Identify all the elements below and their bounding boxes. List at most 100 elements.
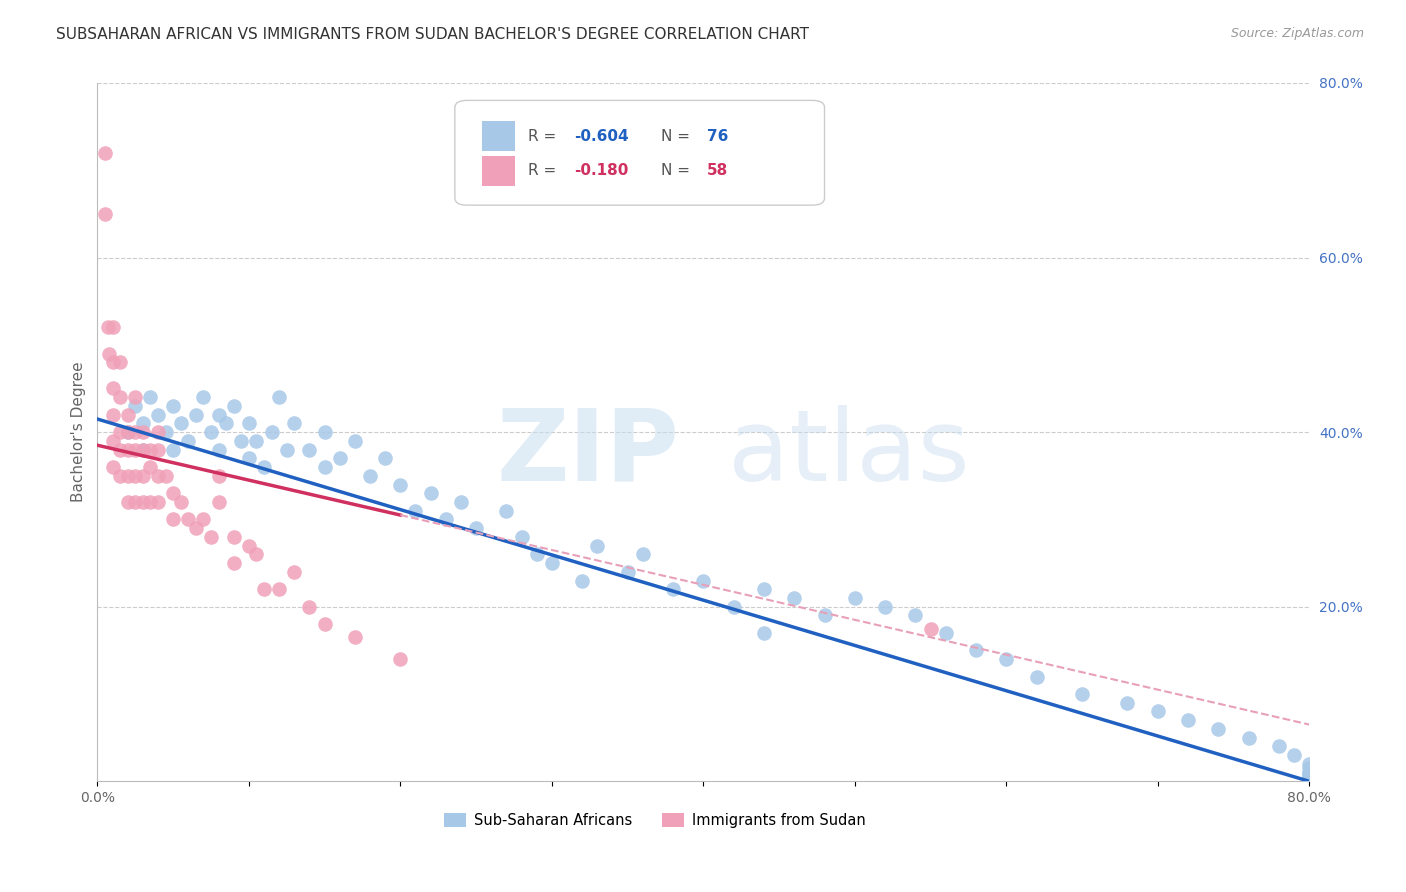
- Point: [1298, 770, 1320, 784]
- Point: [184, 408, 207, 422]
- Point: [139, 495, 162, 509]
- Point: [238, 417, 260, 431]
- Point: [94, 145, 117, 160]
- Point: [1071, 687, 1094, 701]
- Point: [97, 320, 120, 334]
- Point: [124, 425, 146, 439]
- Point: [155, 468, 177, 483]
- FancyBboxPatch shape: [481, 156, 516, 186]
- Point: [231, 434, 253, 448]
- Point: [117, 425, 139, 439]
- Point: [965, 643, 987, 657]
- Point: [359, 468, 381, 483]
- Point: [752, 626, 775, 640]
- Text: R =: R =: [527, 128, 561, 144]
- Point: [1268, 739, 1291, 754]
- Point: [1298, 761, 1320, 775]
- Point: [314, 617, 336, 632]
- Point: [124, 442, 146, 457]
- Point: [162, 399, 184, 413]
- Point: [343, 630, 366, 644]
- Text: atlas: atlas: [727, 405, 969, 501]
- Point: [124, 468, 146, 483]
- Point: [132, 425, 155, 439]
- FancyBboxPatch shape: [456, 101, 824, 205]
- Point: [1116, 696, 1139, 710]
- Point: [245, 547, 267, 561]
- Point: [1298, 770, 1320, 784]
- Point: [117, 468, 139, 483]
- Text: N =: N =: [661, 163, 695, 178]
- Point: [283, 565, 305, 579]
- Point: [1298, 756, 1320, 771]
- Point: [238, 539, 260, 553]
- Point: [269, 390, 291, 404]
- Point: [155, 425, 177, 439]
- Point: [1025, 669, 1047, 683]
- Point: [124, 399, 146, 413]
- Point: [276, 442, 298, 457]
- Point: [510, 530, 533, 544]
- Point: [117, 442, 139, 457]
- Point: [132, 442, 155, 457]
- Text: N =: N =: [661, 128, 695, 144]
- Point: [571, 574, 593, 588]
- Point: [222, 556, 245, 570]
- Point: [374, 451, 396, 466]
- Point: [269, 582, 291, 597]
- Point: [177, 512, 200, 526]
- Point: [162, 512, 184, 526]
- Point: [405, 504, 427, 518]
- Point: [238, 451, 260, 466]
- Point: [586, 539, 609, 553]
- Point: [108, 442, 131, 457]
- FancyBboxPatch shape: [481, 121, 516, 151]
- Point: [146, 442, 169, 457]
- Point: [692, 574, 714, 588]
- Point: [752, 582, 775, 597]
- Point: [995, 652, 1018, 666]
- Point: [298, 442, 321, 457]
- Point: [132, 495, 155, 509]
- Point: [1146, 705, 1168, 719]
- Point: [101, 434, 124, 448]
- Point: [245, 434, 267, 448]
- Point: [662, 582, 685, 597]
- Point: [616, 565, 638, 579]
- Point: [146, 495, 169, 509]
- Point: [253, 460, 276, 475]
- Point: [101, 408, 124, 422]
- Point: [139, 460, 162, 475]
- Point: [260, 425, 283, 439]
- Point: [139, 442, 162, 457]
- Point: [723, 599, 745, 614]
- Point: [314, 425, 336, 439]
- Point: [193, 390, 215, 404]
- Point: [108, 390, 131, 404]
- Point: [101, 382, 124, 396]
- Point: [108, 468, 131, 483]
- Point: [124, 495, 146, 509]
- Point: [631, 547, 654, 561]
- Point: [98, 346, 121, 360]
- Point: [935, 626, 957, 640]
- Point: [298, 599, 321, 614]
- Point: [540, 556, 562, 570]
- Point: [132, 417, 155, 431]
- Point: [1298, 765, 1320, 780]
- Point: [146, 425, 169, 439]
- Point: [329, 451, 352, 466]
- Point: [314, 460, 336, 475]
- Point: [101, 320, 124, 334]
- Point: [101, 355, 124, 369]
- Point: [215, 417, 238, 431]
- Legend: Sub-Saharan Africans, Immigrants from Sudan: Sub-Saharan Africans, Immigrants from Su…: [437, 806, 872, 833]
- Point: [207, 408, 229, 422]
- Text: SUBSAHARAN AFRICAN VS IMMIGRANTS FROM SUDAN BACHELOR'S DEGREE CORRELATION CHART: SUBSAHARAN AFRICAN VS IMMIGRANTS FROM SU…: [56, 27, 810, 42]
- Point: [117, 408, 139, 422]
- Point: [177, 434, 200, 448]
- Point: [146, 408, 169, 422]
- Text: Source: ZipAtlas.com: Source: ZipAtlas.com: [1230, 27, 1364, 40]
- Point: [495, 504, 517, 518]
- Point: [526, 547, 548, 561]
